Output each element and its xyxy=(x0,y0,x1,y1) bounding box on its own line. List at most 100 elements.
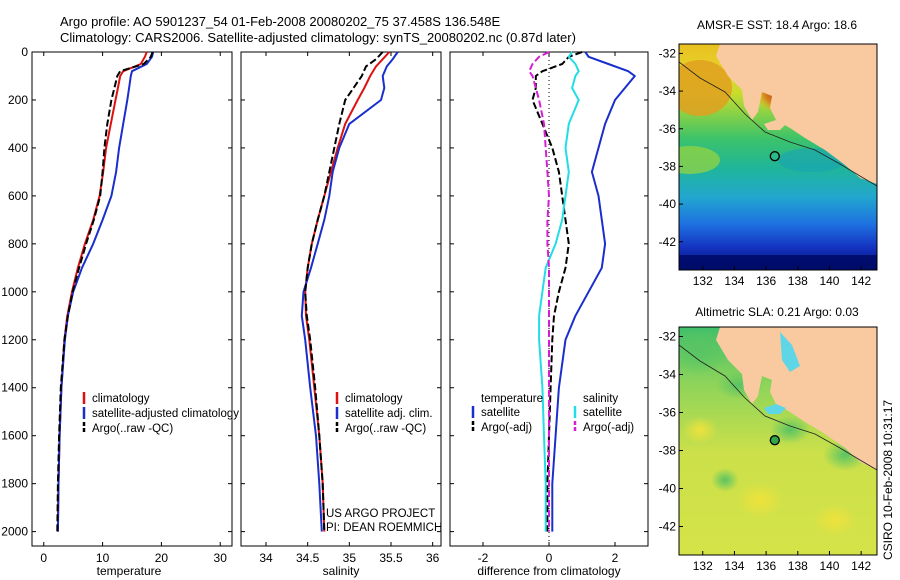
sla-y-tick-label: -42 xyxy=(659,520,677,534)
csiro-timestamp: CSIRO 10-Feb-2008 10:31:17 xyxy=(881,400,895,560)
sst-x-tick-label: 140 xyxy=(819,274,839,288)
sla-map-x-ticks: 132 134 136 138 140 142 xyxy=(693,551,871,573)
sla-x-tick-label: 138 xyxy=(788,559,808,573)
temperature-y-tick-label: 600 xyxy=(8,189,28,203)
temperature-x-label: temperature xyxy=(97,564,162,578)
sla-gulf-water xyxy=(780,332,800,372)
salinity-legend: climatology satellite adj. clim. Argo(..… xyxy=(335,392,433,435)
sla-map-panel: Altimetric SLA: 0.21 Argo: 0.03 132 134 13… xyxy=(659,305,878,573)
sla-y-tick-label: -32 xyxy=(659,330,677,344)
sla-land xyxy=(716,327,877,470)
project-label: US ARGO PROJECT xyxy=(326,508,435,520)
temp-x-tick-label: 0 xyxy=(40,551,47,565)
sst-y-tick-label: -32 xyxy=(659,46,677,60)
temperature-panel: 0 200 400 600 800 1000 1200 1400 1600 1800 2000 0 1… xyxy=(1,45,239,578)
sst-y-tick-label: -40 xyxy=(659,197,677,211)
sst-argo-marker xyxy=(769,151,780,162)
sla-green-patch-5 xyxy=(711,468,739,492)
temperature-x-ticks: 0 10 20 30 xyxy=(40,52,227,565)
temperature-y-tick-label: 200 xyxy=(8,93,28,107)
sla-x-tick-label: 142 xyxy=(851,559,871,573)
salinity-lines xyxy=(300,51,399,532)
difference-legend-title-temperature: temperature xyxy=(481,393,543,405)
difference-legend-sal-satellite: satellite xyxy=(583,407,622,419)
sla-map-title: Altimetric SLA: 0.21 Argo: 0.03 xyxy=(695,305,859,319)
sst-map-y-ticks: -32 -34 -36 -38 -40 -42 xyxy=(659,46,683,249)
sst-cool-coastal xyxy=(778,148,846,172)
sst-x-tick-label: 142 xyxy=(851,274,871,288)
diff-series-satellite-salinity xyxy=(538,51,580,532)
temperature-y-tick-label: 1600 xyxy=(1,429,28,443)
sla-yellow-blob-2 xyxy=(736,482,784,518)
diff-series-argo-adj--salinity xyxy=(528,51,550,532)
temperature-y-tick-label: 1200 xyxy=(1,333,28,347)
difference-legend: temperature satellite Argo(-adj) salinit… xyxy=(471,393,634,434)
temp-x-tick-label: 20 xyxy=(155,551,169,565)
temperature-axes-frame xyxy=(31,51,233,547)
temperature-y-ticks: 0 200 400 600 800 1000 1200 1400 1600 1800 2000 xyxy=(1,45,232,539)
sst-land xyxy=(716,44,877,184)
sla-y-tick-label: -40 xyxy=(659,482,677,496)
salinity-y-ticks xyxy=(241,51,441,533)
sst-map-panel: AMSR-E SST: 18.4 Argo: 18.6 132 134 136 138… xyxy=(659,18,878,288)
temp-x-tick-label: 30 xyxy=(214,551,228,565)
temp-x-tick-label: 10 xyxy=(96,551,110,565)
sst-x-tick-label: 138 xyxy=(788,274,808,288)
pi-label: PI: DEAN ROEMMICH xyxy=(326,522,442,534)
sst-y-tick-label: -38 xyxy=(659,159,677,173)
sal-x-tick-label: 35 xyxy=(343,551,357,565)
salinity-axes-frame xyxy=(240,51,442,547)
sla-yellow-blob-1 xyxy=(682,416,718,444)
sla-y-tick-label: -36 xyxy=(659,406,677,420)
sal-x-tick-label: 35.5 xyxy=(379,551,403,565)
sst-y-tick-label: -42 xyxy=(659,235,677,249)
temp-series-argo-raw-qc- xyxy=(56,51,154,532)
diff-x-tick-label: -2 xyxy=(478,551,489,565)
difference-lines xyxy=(528,51,636,532)
sla-argo-marker xyxy=(769,435,780,446)
sla-x-tick-label: 132 xyxy=(693,559,713,573)
difference-panel: -2 0 2 difference from climatology tempera… xyxy=(449,51,649,578)
sla-x-tick-label: 140 xyxy=(819,559,839,573)
sst-map-x-ticks: 132 134 136 138 140 142 xyxy=(693,266,871,288)
sla-shelf-contour xyxy=(679,344,877,471)
difference-legend-title-salinity: salinity xyxy=(583,393,618,405)
temp-series-satellite-adjusted-climatology xyxy=(56,51,155,532)
diff-x-tick-label: 2 xyxy=(612,551,619,565)
sal-x-tick-label: 34 xyxy=(259,551,273,565)
temperature-y-tick-label: 1000 xyxy=(1,285,28,299)
temperature-legend-climatology: climatology xyxy=(92,393,150,405)
salinity-x-ticks: 34 34.5 35 35.5 36 xyxy=(259,52,440,565)
temperature-legend-satellite: satellite-adjusted climatology xyxy=(92,408,239,420)
sla-y-tick-label: -38 xyxy=(659,444,677,458)
temperature-y-tick-label: 400 xyxy=(8,141,28,155)
sla-kangaroo-island xyxy=(764,404,786,414)
sla-x-tick-label: 136 xyxy=(756,559,776,573)
sla-map-frame xyxy=(678,326,878,556)
temperature-y-tick-label: 800 xyxy=(8,237,28,251)
difference-legend-temp-argo: Argo(-adj) xyxy=(481,422,532,434)
figure-title-line2: Climatology: CARS2006. Satellite-adjuste… xyxy=(60,30,576,45)
sst-map-field xyxy=(679,44,877,270)
sst-map-frame xyxy=(678,43,878,271)
sal-series-satellite-adj-clim- xyxy=(300,51,399,532)
sst-map-title: AMSR-E SST: 18.4 Argo: 18.6 xyxy=(697,18,857,32)
temperature-y-tick-label: 1800 xyxy=(1,477,28,491)
sst-kangaroo-island xyxy=(764,120,786,130)
difference-y-ticks xyxy=(450,51,648,533)
diff-x-tick-label: 0 xyxy=(546,551,553,565)
salinity-x-label: salinity xyxy=(323,564,360,578)
sla-map-y-ticks: -32 -34 -36 -38 -40 -42 xyxy=(659,330,683,534)
sla-green-patch-3 xyxy=(770,416,810,444)
sst-x-tick-label: 136 xyxy=(756,274,776,288)
temperature-y-tick-label: 2000 xyxy=(1,525,28,539)
sst-shelf-contour xyxy=(679,61,877,187)
sal-x-tick-label: 34.5 xyxy=(296,551,320,565)
salinity-legend-satellite: satellite adj. clim. xyxy=(345,408,433,420)
temperature-legend-argo: Argo(..raw -QC) xyxy=(92,423,173,435)
difference-x-label: difference from climatology xyxy=(477,564,620,578)
temperature-y-tick-label: 1400 xyxy=(1,381,28,395)
diff-series-satellite-temperature xyxy=(551,51,636,532)
temperature-legend: climatology satellite-adjusted climatolo… xyxy=(82,392,239,435)
